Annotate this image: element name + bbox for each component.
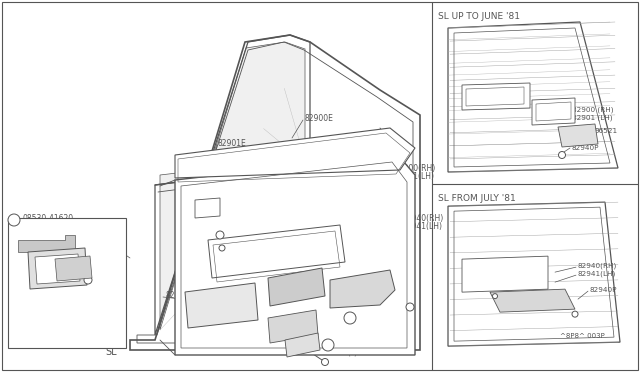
Polygon shape <box>462 83 530 110</box>
Polygon shape <box>28 248 87 289</box>
Text: S: S <box>10 218 13 222</box>
Polygon shape <box>18 235 75 252</box>
Text: S: S <box>324 343 328 347</box>
Text: 82901 (LH): 82901 (LH) <box>572 115 612 121</box>
Text: 82901(LH): 82901(LH) <box>395 171 435 180</box>
Text: (4): (4) <box>30 225 40 231</box>
Polygon shape <box>195 198 220 218</box>
Circle shape <box>321 359 328 366</box>
Text: 82990: 82990 <box>318 247 342 257</box>
Text: 26425: 26425 <box>20 326 44 334</box>
Text: 82900(RH): 82900(RH) <box>395 164 436 173</box>
Text: 26427: 26427 <box>38 304 62 312</box>
Circle shape <box>216 231 224 239</box>
Polygon shape <box>268 310 318 343</box>
Polygon shape <box>330 270 395 308</box>
Text: 82900 (RH): 82900 (RH) <box>572 107 614 113</box>
Text: 82940H: 82940H <box>380 253 410 263</box>
Text: SL FROM JULY '81: SL FROM JULY '81 <box>438 194 516 203</box>
Circle shape <box>572 311 578 317</box>
Text: (4): (4) <box>347 350 357 356</box>
Circle shape <box>219 245 225 251</box>
Text: 82941(LH): 82941(LH) <box>403 221 443 231</box>
Text: S: S <box>346 315 349 321</box>
Polygon shape <box>175 128 415 178</box>
Polygon shape <box>208 225 345 278</box>
Text: 82940(RH): 82940(RH) <box>578 263 617 269</box>
Text: 96521: 96521 <box>595 128 618 134</box>
Text: SL: SL <box>105 347 116 357</box>
Text: 82941(LH): 82941(LH) <box>578 271 616 278</box>
Polygon shape <box>558 124 598 147</box>
Polygon shape <box>175 155 415 355</box>
Circle shape <box>406 303 414 311</box>
Polygon shape <box>160 42 305 330</box>
Text: SL UP TO JUNE '81: SL UP TO JUNE '81 <box>438 12 520 20</box>
Text: ^8P8^ 003P: ^8P8^ 003P <box>560 333 605 339</box>
Polygon shape <box>35 254 80 284</box>
Text: 82940P: 82940P <box>572 145 600 151</box>
Text: (4): (4) <box>368 323 378 329</box>
Polygon shape <box>448 22 618 172</box>
Text: 08540-61612: 08540-61612 <box>358 311 409 321</box>
Polygon shape <box>55 256 92 281</box>
Polygon shape <box>490 289 575 312</box>
Polygon shape <box>268 268 325 306</box>
Text: 08530-31642: 08530-31642 <box>337 339 388 347</box>
Circle shape <box>8 214 20 226</box>
Text: 08530-41620: 08530-41620 <box>22 214 73 222</box>
Bar <box>8 218 126 348</box>
Circle shape <box>559 151 566 158</box>
Circle shape <box>493 294 497 299</box>
Text: 82940B: 82940B <box>165 291 195 299</box>
Circle shape <box>84 276 92 284</box>
Polygon shape <box>462 256 548 292</box>
Polygon shape <box>448 202 620 346</box>
Polygon shape <box>185 283 258 328</box>
Text: 26425A: 26425A <box>14 291 44 299</box>
Polygon shape <box>285 333 320 357</box>
Circle shape <box>322 339 334 351</box>
Polygon shape <box>532 98 575 125</box>
Text: 82900E: 82900E <box>305 113 334 122</box>
Circle shape <box>344 312 356 324</box>
Text: 82940P: 82940P <box>590 287 618 293</box>
Text: 96521: 96521 <box>258 331 282 340</box>
Text: 82901E: 82901E <box>218 138 247 148</box>
Text: 82940(RH): 82940(RH) <box>403 214 444 222</box>
